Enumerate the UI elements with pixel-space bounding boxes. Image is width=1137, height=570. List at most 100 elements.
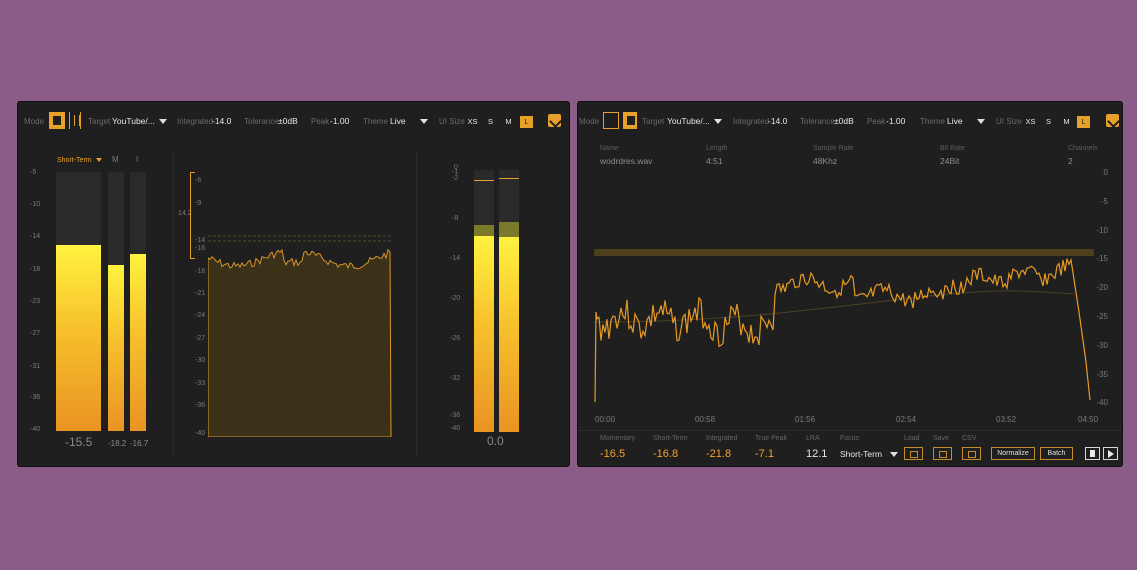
- scale-tick: -5: [30, 169, 37, 176]
- scale-tick: -36: [30, 394, 41, 401]
- stop-icon: [1090, 450, 1095, 457]
- file-name-label: Name: [600, 145, 619, 152]
- tolerance-label: Tolerance: [800, 117, 835, 126]
- mode-label: Mode: [579, 117, 600, 126]
- ui-size-label: UI Size: [996, 117, 1022, 126]
- bit-rate-label: Bit Rate: [940, 145, 965, 152]
- stop-button[interactable]: [1085, 447, 1100, 460]
- channels-value: 2: [1068, 156, 1073, 166]
- meter-mode-icon[interactable]: [49, 112, 65, 129]
- short-term-readout: -15.5: [65, 435, 93, 449]
- sample-rate-value: 48Khz: [813, 156, 838, 166]
- scale-tick: -40: [195, 430, 206, 437]
- toolbar: Mode Target YouTube/... Integrated -14.0…: [578, 102, 1122, 142]
- meter-mode-icon[interactable]: [603, 112, 619, 129]
- integrated-readout: -16.7: [130, 439, 149, 448]
- integrated-target-value[interactable]: -14.0: [212, 116, 232, 126]
- short-term-label: Short-Term: [653, 435, 688, 442]
- scale-tick: -40: [30, 426, 41, 433]
- y-tick: -20: [1096, 283, 1108, 292]
- integrated-label: Integrated: [177, 117, 214, 126]
- chevron-down-icon: [95, 158, 102, 163]
- csv-export-icon[interactable]: [962, 447, 981, 460]
- theme-label: Theme: [920, 117, 945, 126]
- divider: [578, 430, 1122, 431]
- scale-tick: -8: [452, 215, 459, 222]
- file-name-value: wodrdres.wav: [600, 156, 653, 166]
- scale-tick: -26: [450, 335, 461, 342]
- tolerance-value[interactable]: ±0dB: [834, 116, 854, 126]
- batch-button[interactable]: Batch: [1040, 447, 1073, 460]
- x-tick: 00:00: [595, 415, 616, 424]
- momentary-readout: -18.2: [108, 439, 127, 448]
- size-l-button[interactable]: L: [1077, 116, 1090, 128]
- short-term-meter-bar: [56, 244, 101, 431]
- focus-dropdown[interactable]: Short-Term: [840, 449, 899, 459]
- waveform-mode-icon[interactable]: [623, 112, 637, 129]
- target-band: [594, 249, 1094, 256]
- true-peak-label: True Peak: [755, 435, 788, 442]
- size-s-button[interactable]: S: [1045, 117, 1051, 126]
- size-s-button[interactable]: S: [487, 117, 493, 126]
- peak-value[interactable]: -1.00: [330, 116, 350, 126]
- size-l-button[interactable]: L: [520, 116, 533, 128]
- save-icon[interactable]: [933, 447, 952, 460]
- load-label: Load: [904, 435, 920, 442]
- scale-tick: -18: [30, 266, 41, 273]
- pin-icon[interactable]: [1106, 114, 1119, 127]
- y-tick: -15: [1096, 254, 1108, 263]
- scale-tick: -30: [195, 357, 206, 364]
- y-tick: -40: [1096, 398, 1108, 407]
- short-term-value: -16.8: [653, 448, 679, 460]
- target-dropdown[interactable]: YouTube/...: [112, 116, 167, 126]
- peak-hold-right: [499, 178, 519, 179]
- short-term-selector[interactable]: Short-Term: [57, 157, 102, 164]
- loudness-over-time-graph: [594, 249, 1094, 403]
- target-dropdown[interactable]: YouTube/...: [667, 116, 722, 126]
- divider: [416, 152, 417, 457]
- chevron-down-icon: [419, 119, 428, 125]
- theme-label: Theme: [363, 117, 388, 126]
- integrated-value: -21.8: [706, 448, 732, 460]
- channels-label: Channels: [1068, 145, 1098, 152]
- scale-tick: -14: [30, 233, 41, 240]
- ui-size-label: UI Size: [439, 117, 465, 126]
- mode-label: Mode: [24, 117, 45, 126]
- y-tick: -25: [1096, 312, 1108, 321]
- theme-dropdown[interactable]: Live: [390, 116, 428, 126]
- size-xs-button[interactable]: XS: [1025, 117, 1036, 126]
- y-tick: -5: [1100, 197, 1108, 206]
- y-tick: -35: [1096, 370, 1108, 379]
- scale-tick: -1: [452, 169, 459, 176]
- peak-right-upper: [499, 222, 519, 237]
- bit-rate-value: 24Bit: [940, 156, 960, 166]
- scale-tick: -2: [452, 175, 459, 182]
- length-label: Length: [706, 145, 728, 152]
- focus-label: Focus: [840, 435, 860, 442]
- size-m-button[interactable]: M: [505, 117, 512, 126]
- x-tick: 00:58: [695, 415, 716, 424]
- pin-icon[interactable]: [548, 114, 561, 127]
- size-m-button[interactable]: M: [1063, 117, 1070, 126]
- size-xs-button[interactable]: XS: [467, 117, 478, 126]
- theme-dropdown[interactable]: Live: [947, 116, 985, 126]
- sample-rate-label: Sample Rate: [813, 145, 854, 152]
- play-button[interactable]: [1103, 447, 1118, 460]
- save-label: Save: [933, 435, 949, 442]
- load-icon[interactable]: [904, 447, 923, 460]
- lra-label: LRA: [806, 435, 820, 442]
- tolerance-value[interactable]: ±0dB: [278, 116, 298, 126]
- scale-tick: -27: [30, 330, 41, 337]
- scale-tick: -31: [30, 363, 41, 370]
- normalize-button[interactable]: Normalize: [991, 447, 1035, 460]
- divider: [173, 152, 174, 457]
- scale-tick: -6: [195, 177, 202, 184]
- waveform-mode-icon[interactable]: [69, 112, 81, 129]
- scale-tick: -9: [195, 200, 202, 207]
- momentary-column-label: M: [112, 155, 119, 164]
- scale-tick: -14: [450, 255, 461, 262]
- peak-value[interactable]: -1.00: [886, 116, 906, 126]
- integrated-target-value[interactable]: -14.0: [768, 116, 788, 126]
- tolerance-label: Tolerance: [244, 117, 279, 126]
- x-tick: 04:50: [1078, 415, 1099, 424]
